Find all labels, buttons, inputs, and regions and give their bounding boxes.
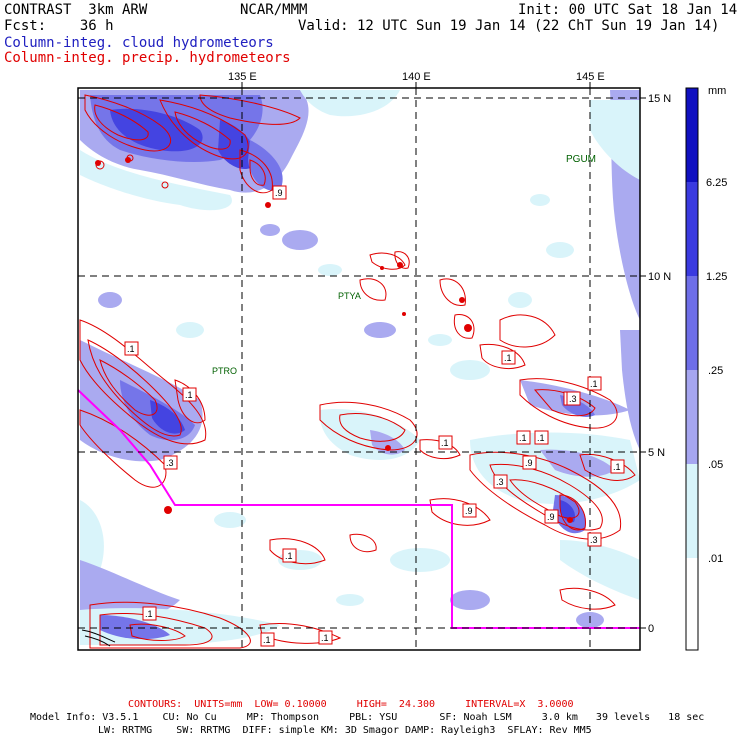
forecast-map: 135 E 140 E 145 E 15 N 10 N 5 N 0 PGUM P…: [77, 71, 727, 651]
contour-label-box: [587, 532, 602, 547]
contour-label: .1: [441, 438, 449, 448]
contour-label-box: [610, 459, 625, 474]
lat-label-15n: 15 N: [648, 93, 671, 105]
valid-time: Valid: 12 UTC Sun 19 Jan 14 (22 ChT Sun …: [298, 18, 720, 34]
lat-label-5n: 5 N: [648, 447, 665, 459]
contour-label: .1: [613, 462, 621, 472]
contour-label-box: [501, 350, 516, 365]
contour-label-box: [124, 341, 139, 356]
contour-label-box: [493, 474, 508, 489]
station-pgum: PGUM: [566, 154, 596, 165]
colorbar-label-0.25: .25: [708, 365, 723, 377]
colorbar-band-below: [686, 558, 698, 650]
contour-label: .3: [569, 394, 577, 404]
contour-label: .1: [504, 353, 512, 363]
institution: NCAR/MMM: [240, 2, 308, 18]
lon-label-145e: 145 E: [576, 71, 605, 83]
legend-cloud-hydrometeors: Column-integ. cloud hydrometeors: [4, 35, 274, 51]
colorbar-label-6.25: 6.25: [706, 177, 727, 189]
colorbar: mm 6.25 1.25 .25 .05 .01: [685, 85, 727, 651]
contour-label-box: [272, 185, 287, 200]
colorbar-band-1.25: [686, 182, 698, 276]
contour-label: .1: [185, 390, 193, 400]
contour-label: .3: [166, 458, 174, 468]
contour-label: .1: [321, 633, 329, 643]
colorbar-band-0.05: [686, 370, 698, 464]
lat-lon-grid: [78, 88, 640, 650]
contour-label: .3: [590, 535, 598, 545]
colorbar-band-0.25: [686, 276, 698, 370]
contour-label: .1: [537, 433, 545, 443]
contour-label-box: [182, 387, 197, 402]
station-ptya: PTYA: [338, 291, 361, 301]
forecast-hour: Fcst: 36 h: [4, 18, 114, 34]
contour-label: .1: [519, 433, 527, 443]
model-info-line2: LW: RRTMG SW: RRTMG DIFF: simple KM: 3D …: [98, 725, 592, 736]
precip-cores: [95, 157, 573, 523]
contour-label: .9: [547, 512, 555, 522]
contour-label-box: [544, 509, 559, 524]
contour-label-box: [516, 430, 531, 445]
contour-label: .9: [465, 506, 473, 516]
model-info-line1: Model Info: V3.5.1 CU: No Cu MP: Thompso…: [30, 712, 705, 723]
contour-label-box: [318, 630, 333, 645]
station-ptro: PTRO: [212, 366, 237, 376]
axis-ticks: [241, 82, 646, 629]
legend-precip-hydrometeors: Column-integ. precip. hydrometeors: [4, 50, 291, 66]
contour-label: .1: [590, 379, 598, 389]
colorbar-unit: mm: [708, 85, 726, 97]
contour-label: .9: [275, 188, 283, 198]
lon-label-140e: 140 E: [402, 71, 431, 83]
contours-info: CONTOURS: UNITS=mm LOW= 0.10000 HIGH= 24…: [128, 699, 574, 710]
colorbar-label-0.05: .05: [708, 459, 723, 471]
contour-label: .1: [127, 344, 135, 354]
model-title: CONTRAST 3km ARW: [4, 2, 148, 18]
contour-label-box: [142, 606, 157, 621]
lat-label-0: 0: [648, 623, 654, 635]
contour-label: .1: [285, 551, 293, 561]
colorbar-label-0.01: .01: [708, 553, 723, 565]
contour-label: .9: [525, 458, 533, 468]
contour-label-box: [534, 430, 549, 445]
contour-label: .1: [263, 635, 271, 645]
map-area: [78, 88, 640, 650]
lat-label-10n: 10 N: [648, 271, 671, 283]
map-frame: [77, 87, 641, 651]
contour-label-box: [566, 391, 581, 406]
contour-label-box: [522, 455, 537, 470]
contour-label-box: [462, 503, 477, 518]
contour-label: .1: [145, 609, 153, 619]
lon-label-135e: 135 E: [228, 71, 257, 83]
contour-label-box: [438, 435, 453, 450]
init-time: Init: 00 UTC Sat 18 Jan 14: [518, 2, 738, 18]
contour-label-box: [163, 455, 178, 470]
contour-label-box: [282, 548, 297, 563]
contour-labels: .9 .1 .1 .3 .1 .1 .1 .9 .3 .1 .9 .3 .3 .1 .1 .9 .1 .1 .1 .1…: [124, 185, 625, 647]
contour-label: .3: [496, 477, 504, 487]
colorbar-band-6.25-plus: [686, 88, 698, 182]
contour-label-box: [260, 632, 275, 647]
coastline: [81, 629, 116, 647]
colorbar-band-0.01: [686, 464, 698, 558]
colorbar-label-1.25: 1.25: [706, 271, 727, 283]
contour-label-box: [587, 376, 602, 391]
